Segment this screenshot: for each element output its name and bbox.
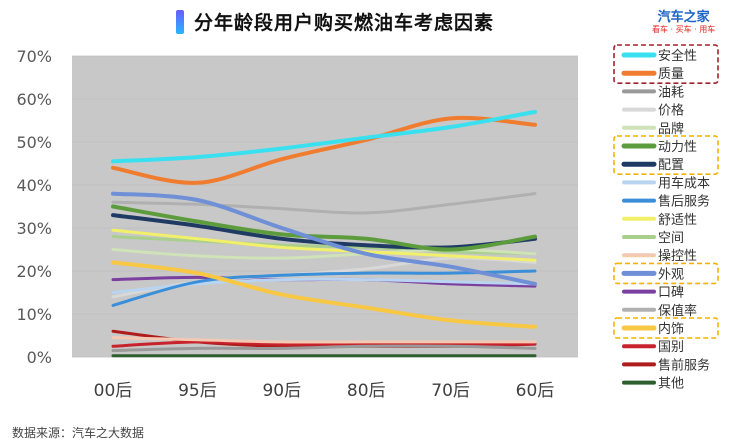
- x-tick-label: 60后: [516, 381, 555, 401]
- legend-label: 外观: [658, 267, 684, 282]
- data-source-note: 数据来源：汽车之大数据: [12, 424, 144, 441]
- legend-label: 操控性: [658, 248, 697, 264]
- y-tick-label: 60%: [16, 90, 52, 109]
- legend-label: 安全性: [658, 48, 697, 64]
- legend-label: 动力性: [658, 140, 697, 155]
- x-tick-label: 80后: [347, 381, 386, 401]
- legend-label: 内饰: [658, 321, 684, 337]
- y-tick-label: 50%: [16, 133, 52, 152]
- legend-label: 保值率: [658, 303, 697, 319]
- legend-label: 口碑: [658, 285, 684, 301]
- x-tick-label: 70后: [431, 381, 470, 401]
- legend-label: 品牌: [658, 121, 684, 137]
- x-tick-label: 00后: [94, 381, 133, 401]
- y-tick-label: 40%: [16, 176, 52, 195]
- y-tick-label: 10%: [16, 305, 52, 324]
- y-tick-label: 0%: [27, 348, 52, 367]
- legend-label: 空间: [658, 231, 684, 246]
- legend-label: 国别: [658, 340, 684, 355]
- legend-label: 售后服务: [658, 194, 710, 210]
- y-tick-label: 30%: [16, 219, 52, 238]
- legend-label: 其他: [658, 377, 684, 392]
- legend-label: 配置: [658, 158, 684, 173]
- legend-label: 用车成本: [658, 175, 710, 191]
- y-tick-label: 70%: [16, 47, 52, 66]
- legend-label: 油耗: [658, 85, 684, 100]
- y-tick-label: 20%: [16, 262, 52, 281]
- x-tick-label: 95后: [178, 381, 217, 401]
- legend-label: 售前服务: [658, 357, 710, 373]
- plot-area: [72, 56, 578, 357]
- legend-label: 价格: [658, 103, 684, 119]
- legend-label: 质量: [658, 67, 684, 82]
- legend-label: 舒适性: [658, 213, 697, 228]
- x-tick-label: 90后: [262, 381, 301, 401]
